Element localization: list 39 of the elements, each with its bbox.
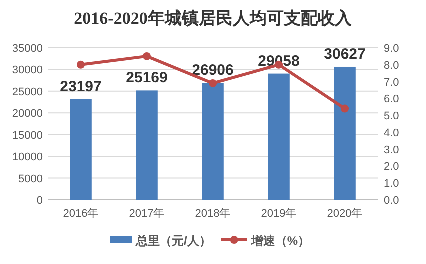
data-label: 30627: [324, 46, 366, 63]
bar: [268, 74, 290, 200]
y2-tick-label: 2.0: [384, 161, 400, 174]
x-tick-label: 2016年: [63, 208, 99, 220]
bar: [334, 66, 356, 200]
point: [209, 79, 217, 88]
y-tick-label: 25000: [12, 86, 43, 98]
y2-tick-label: 8.0: [384, 60, 400, 72]
legend-label: 总里（元/人）: [135, 234, 212, 248]
y2-tick-label: 4.0: [384, 127, 400, 140]
data-label: 25169: [126, 70, 168, 87]
y2-tick-label: 5.0: [384, 110, 400, 123]
y-tick-label: 10000: [12, 152, 43, 164]
y-tick-label: 15000: [12, 130, 43, 142]
y2-tick-label: 1.0: [384, 178, 400, 190]
point: [77, 60, 85, 69]
y-tick-label: 0: [36, 195, 43, 207]
data-label: 26906: [192, 62, 234, 80]
bar: [136, 90, 158, 200]
y2-tick-label: 9.0: [384, 43, 400, 55]
y-tick-label: 5000: [18, 173, 43, 186]
legend-label: 增速（%）: [250, 234, 310, 248]
y-tick-label: 35000: [12, 43, 43, 55]
y-tick-label: 20000: [12, 108, 43, 120]
y2-tick-label: 3.0: [384, 144, 400, 156]
data-label: 23197: [60, 78, 102, 96]
bar: [202, 83, 224, 200]
y2-tick-label: 6.0: [384, 94, 400, 106]
x-tick-label: 2020年: [327, 208, 363, 220]
x-tick-label: 2017年: [129, 208, 165, 220]
x-tick-label: 2019年: [261, 208, 297, 220]
point: [341, 104, 349, 113]
point: [143, 52, 151, 60]
bar: [70, 99, 92, 200]
y-tick-label: 30000: [12, 64, 43, 77]
chart-title: 2016-2020年城镇居民人均可支配收入: [74, 9, 353, 28]
y2-tick-label: 0.0: [384, 195, 400, 207]
y2-tick-label: 7.0: [384, 76, 400, 89]
x-tick-label: 2018年: [195, 208, 231, 220]
